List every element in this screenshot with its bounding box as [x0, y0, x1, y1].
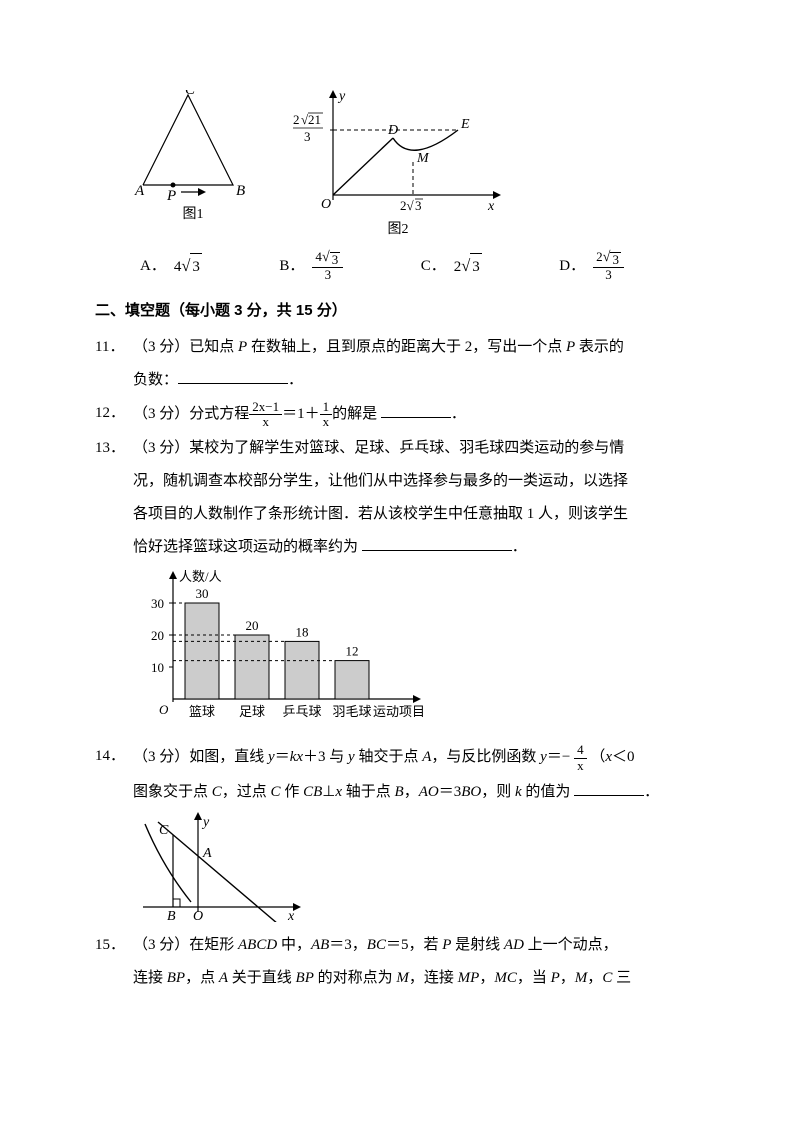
svg-text:乒乓球: 乒乓球	[282, 704, 321, 719]
svg-text:21: 21	[308, 112, 321, 127]
q15-line2: 连接 BP，点 A 关于直线 BP 的对称点为 M，连接 MP，MC，当 P，M…	[95, 965, 704, 992]
label-C: C	[185, 90, 196, 98]
question-15: 15． （3 分）在矩形 ABCD 中，AB＝3，BC＝5，若 P 是射线 AD…	[95, 932, 704, 959]
svg-text:20: 20	[151, 628, 164, 643]
q14-label-A: A	[202, 846, 212, 861]
q11-blank	[178, 367, 288, 384]
q13-line4: 恰好选择篮球这项运动的概率约为 ．	[95, 534, 704, 561]
figure-1-container: A B C P 图1	[133, 90, 253, 242]
question-12: 12． （3 分）分式方程2x−1x＝1＋1x的解是 ．	[95, 400, 704, 430]
label-P: P	[166, 188, 176, 200]
q14-figure-svg: O x y A B C	[133, 812, 303, 922]
q14-label-O: O	[193, 909, 203, 922]
label-M: M	[416, 151, 430, 166]
choice-B: B． 4√33	[279, 250, 343, 283]
svg-text:30: 30	[196, 586, 209, 601]
question-14: 14． （3 分）如图，直线 y＝kx＋3 与 y 轴交于点 A，与反比例函数 …	[95, 743, 704, 773]
q13-blank	[362, 535, 512, 552]
choice-C-prefix: C．	[421, 253, 446, 280]
label-D: D	[387, 123, 398, 138]
svg-text:羽毛球: 羽毛球	[332, 704, 371, 719]
q14-line2: 图象交于点 C，过点 C 作 CB⊥x 轴于点 B，AO＝3BO，则 k 的值为…	[95, 779, 704, 806]
q13-chart: 10 20 30 人数/人运动项目 O 30 篮球 20 足球 18 乒乓球 12 羽毛球	[95, 569, 704, 729]
q14-label-C: C	[159, 823, 169, 838]
q15-line1: （3 分）在矩形 ABCD 中，AB＝3，BC＝5，若 P 是射线 AD 上一个…	[133, 932, 704, 959]
top-figures-row: A B C P 图1 2 √ 21 3 2√ 3	[95, 90, 704, 242]
choice-A: A． 4√3	[140, 250, 202, 283]
q13-line1: （3 分）某校为了解学生对篮球、足球、乒乓球、羽毛球四类运动的参与情	[133, 435, 704, 462]
q14-figure: O x y A B C	[95, 812, 704, 922]
q13-line2: 况，随机调查本校部分学生，让他们从中选择参与最多的一类运动，以选择	[95, 468, 704, 495]
q14-label-y: y	[201, 815, 210, 830]
svg-text:2√: 2√	[400, 198, 415, 213]
q11-number: 11．	[95, 334, 133, 361]
choice-B-prefix: B．	[279, 253, 304, 280]
choice-C: C． 2√3	[421, 250, 482, 283]
svg-text:12: 12	[346, 644, 359, 659]
label-O: O	[321, 197, 331, 212]
svg-text:O: O	[159, 702, 169, 717]
figure-2-caption: 图2	[293, 217, 503, 242]
choice-D-prefix: D．	[559, 253, 585, 280]
q13-line3: 各项目的人数制作了条形统计图．若从该校学生中任意抽取 1 人，则该学生	[95, 501, 704, 528]
q12-blank	[381, 402, 451, 419]
figure-2-svg: 2 √ 21 3 2√ 3 O x y D E M	[293, 90, 503, 215]
q11-body: （3 分）已知点 P 在数轴上，且到原点的距离大于 2，写出一个点 P 表示的	[133, 334, 704, 361]
svg-text:10: 10	[151, 660, 164, 675]
svg-text:30: 30	[151, 596, 164, 611]
q14-blank	[574, 779, 644, 796]
question-13: 13． （3 分）某校为了解学生对篮球、足球、乒乓球、羽毛球四类运动的参与情	[95, 435, 704, 462]
figure-1-caption: 图1	[133, 202, 253, 227]
q12-body: （3 分）分式方程2x−1x＝1＋1x的解是 ．	[133, 400, 704, 430]
bar-chart-svg: 10 20 30 人数/人运动项目 O 30 篮球 20 足球 18 乒乓球 12 羽毛球	[133, 569, 433, 729]
question-11: 11． （3 分）已知点 P 在数轴上，且到原点的距离大于 2，写出一个点 P …	[95, 334, 704, 361]
svg-text:3: 3	[304, 129, 311, 144]
q14-label-B: B	[167, 909, 176, 922]
figure-2-container: 2 √ 21 3 2√ 3 O x y D E M 图2	[293, 90, 503, 242]
svg-text:20: 20	[246, 618, 259, 633]
q14-number: 14．	[95, 743, 133, 773]
label-A: A	[134, 183, 145, 199]
figure-1-svg: A B C P	[133, 90, 253, 200]
q11-line2: 负数：．	[95, 367, 704, 394]
svg-text:篮球: 篮球	[189, 704, 215, 719]
section-title: 二、填空题（每小题 3 分，共 15 分）	[95, 297, 704, 324]
choice-A-prefix: A．	[140, 253, 166, 280]
svg-text:3: 3	[415, 198, 422, 213]
q14-body: （3 分）如图，直线 y＝kx＋3 与 y 轴交于点 A，与反比例函数 y＝− …	[133, 743, 704, 773]
label-B: B	[236, 183, 245, 199]
q15-number: 15．	[95, 932, 133, 959]
q13-number: 13．	[95, 435, 133, 462]
q12-number: 12．	[95, 400, 133, 430]
choices-row: A． 4√3 B． 4√33 C． 2√3 D． 2√33	[95, 250, 704, 283]
svg-text:18: 18	[296, 625, 309, 640]
label-E: E	[460, 117, 470, 132]
choice-D: D． 2√33	[559, 250, 624, 283]
label-x: x	[487, 199, 495, 214]
q14-label-x: x	[287, 909, 295, 922]
label-y: y	[337, 90, 346, 104]
svg-text:人数/人: 人数/人	[179, 569, 222, 584]
svg-text:足球: 足球	[239, 704, 265, 719]
svg-text:运动项目: 运动项目	[373, 704, 425, 719]
svg-text:2: 2	[293, 112, 300, 127]
